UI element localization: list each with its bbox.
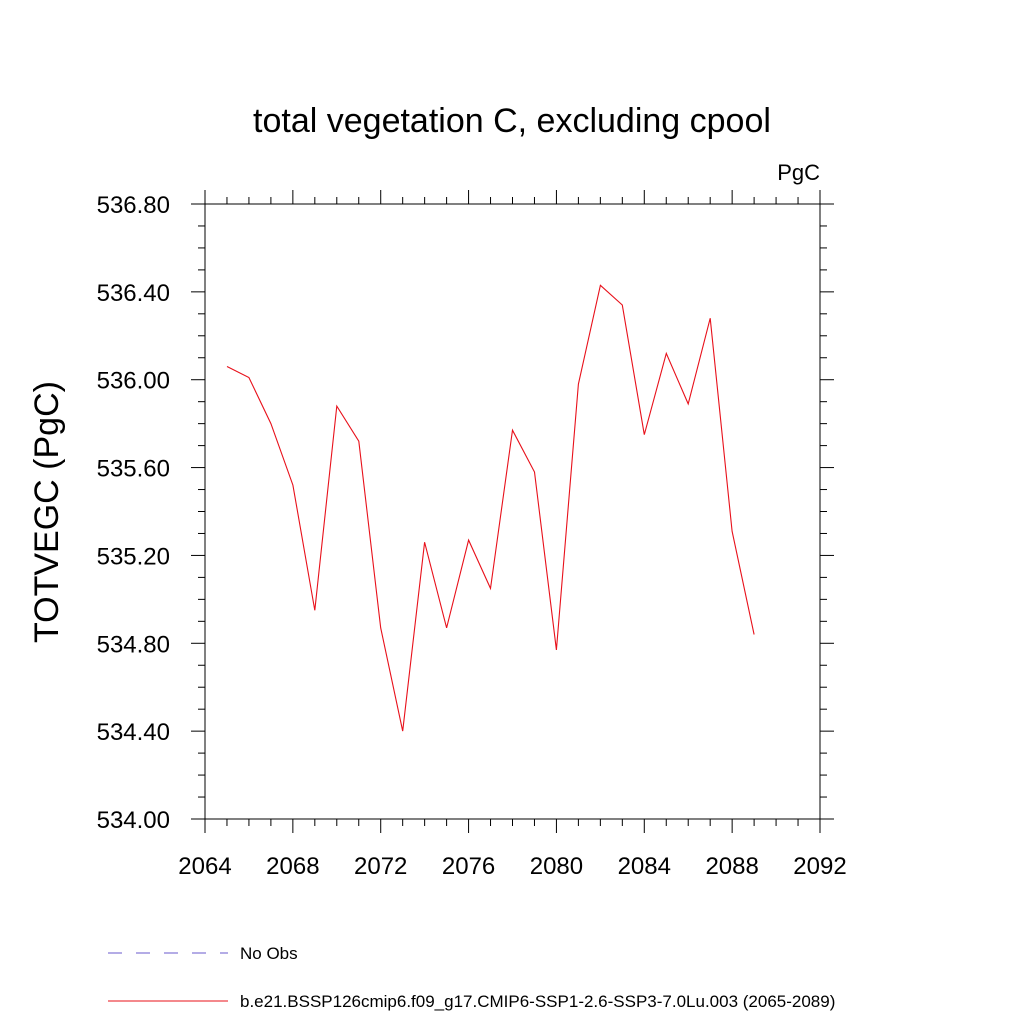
x-tick-label: 2092 bbox=[793, 853, 846, 880]
series-group bbox=[226, 284, 755, 732]
x-tick-label: 2088 bbox=[705, 853, 758, 880]
x-tick-label: 2080 bbox=[530, 853, 583, 880]
y-tick-label: 534.40 bbox=[97, 719, 170, 746]
y-tick-label: 534.00 bbox=[97, 807, 170, 834]
y-tick-label: 536.00 bbox=[97, 368, 170, 395]
y-tick-label: 535.60 bbox=[97, 456, 170, 483]
axis-ticks bbox=[191, 190, 834, 833]
legend: No Obs b.e21.BSSP126cmip6.f09_g17.CMIP6-… bbox=[108, 944, 835, 1011]
legend-label-no-obs: No Obs bbox=[240, 944, 298, 963]
plot-frame bbox=[204, 203, 821, 820]
tick-labels: 2064 2068 2072 2076 2080 2084 2088 2092 534.00 53… bbox=[97, 192, 847, 880]
chart-title: total vegetation C, excluding cpool bbox=[253, 102, 771, 140]
x-tick-label: 2076 bbox=[442, 853, 495, 880]
x-tick-label: 2072 bbox=[354, 853, 407, 880]
y-tick-label: 536.80 bbox=[97, 192, 170, 219]
legend-label-model: b.e21.BSSP126cmip6.f09_g17.CMIP6-SSP1-2.… bbox=[240, 992, 835, 1011]
x-tick-label: 2084 bbox=[618, 853, 671, 880]
y-tick-label: 536.40 bbox=[97, 280, 170, 307]
x-tick-label: 2064 bbox=[178, 853, 231, 880]
series-line bbox=[226, 284, 755, 732]
y-tick-label: 534.80 bbox=[97, 631, 170, 658]
y-axis-label: TOTVEGC (PgC) bbox=[28, 381, 66, 643]
y-tick-label: 535.20 bbox=[97, 543, 170, 570]
units-label: PgC bbox=[777, 160, 820, 185]
x-tick-label: 2068 bbox=[266, 853, 319, 880]
